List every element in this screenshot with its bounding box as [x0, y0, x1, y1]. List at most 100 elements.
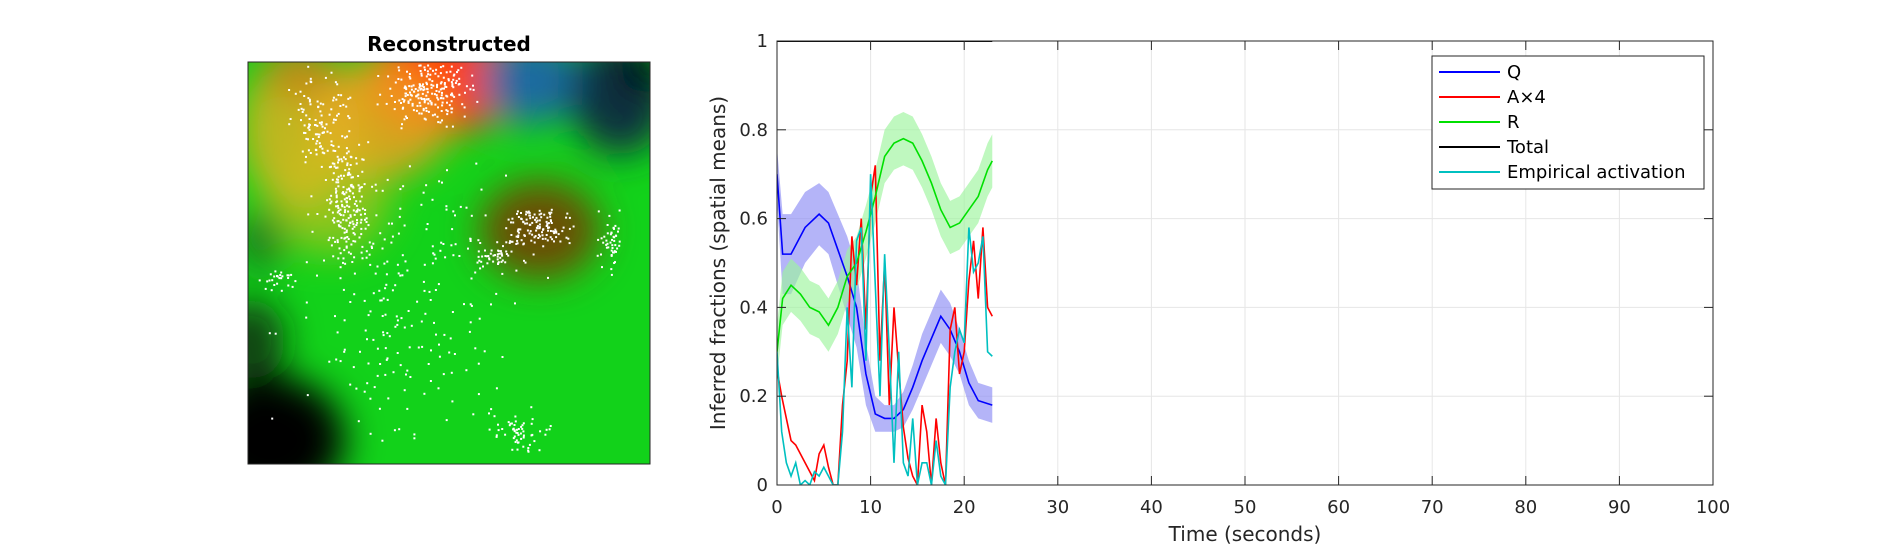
spike-dot: [465, 85, 468, 88]
spike-dot: [451, 83, 454, 86]
spike-dot: [344, 169, 347, 172]
spike-dot: [526, 211, 529, 214]
spike-dot: [501, 254, 504, 257]
spike-dot: [441, 181, 443, 184]
spike-dot: [428, 78, 431, 81]
spike-dot: [520, 425, 523, 428]
spike-dot: [356, 221, 359, 224]
spike-dot: [516, 432, 519, 434]
spike-dot: [501, 272, 504, 275]
spike-dot: [568, 216, 571, 219]
spike-dot: [381, 189, 384, 192]
spike-dot: [373, 386, 376, 389]
spike-dot: [420, 203, 423, 206]
spike-dot: [401, 123, 403, 126]
spike-dot: [337, 175, 340, 178]
spike-dot: [545, 225, 548, 227]
spike-dot: [303, 95, 306, 97]
spike-dot: [477, 393, 480, 396]
series-line-q: [777, 174, 993, 420]
y-tick-label: 0: [757, 475, 768, 496]
spike-dot: [280, 277, 283, 280]
spike-dot: [415, 109, 418, 112]
spike-dot: [338, 225, 341, 228]
spike-dot: [348, 187, 350, 190]
spike-dot: [519, 228, 522, 231]
spike-dot: [377, 75, 380, 77]
spike-dot: [431, 245, 434, 248]
spike-dot: [349, 155, 352, 158]
spike-dot: [472, 88, 475, 91]
spike-dot: [420, 97, 423, 100]
spike-dot: [350, 176, 353, 179]
spike-dot: [537, 237, 540, 239]
spike-dot: [302, 108, 305, 111]
spike-dot: [422, 86, 425, 89]
spike-dot: [305, 82, 308, 85]
spike-dot: [410, 88, 413, 91]
spike-dot: [527, 210, 530, 213]
spike-dot: [426, 223, 429, 225]
spike-dot: [369, 397, 372, 400]
spike-dot: [388, 335, 391, 338]
spike-dot: [381, 439, 384, 442]
spike-dot: [407, 101, 410, 104]
spike-dot: [287, 274, 290, 277]
spike-dot: [385, 273, 388, 276]
spike-dot: [548, 226, 551, 229]
spike-dot: [353, 225, 356, 228]
spike-dot: [492, 260, 495, 263]
confidence-bands: [777, 112, 993, 432]
spike-dot: [439, 66, 442, 69]
spike-dot: [381, 247, 384, 250]
spike-dot: [334, 187, 337, 190]
spike-dot: [347, 251, 350, 254]
spike-dot: [392, 371, 395, 374]
spike-dot: [478, 317, 481, 320]
spike-dot: [353, 213, 356, 216]
spike-dot: [268, 279, 271, 282]
spike-dot: [423, 392, 426, 395]
spike-dot: [408, 73, 411, 75]
spike-dot: [409, 91, 411, 94]
spike-dot: [345, 240, 348, 243]
spike-dot: [515, 431, 518, 434]
spike-dot: [316, 100, 319, 103]
spike-dot: [452, 86, 455, 89]
spike-dot: [320, 121, 323, 124]
spike-dot: [608, 214, 611, 217]
spike-dot: [304, 132, 307, 134]
spike-dot: [419, 84, 422, 87]
spike-dot: [357, 184, 360, 187]
spike-dot: [516, 239, 519, 242]
spike-dot: [351, 176, 354, 179]
legend-label: A×4: [1507, 87, 1546, 108]
spike-dot: [463, 303, 465, 306]
spike-dot: [365, 217, 368, 220]
spike-dot: [336, 204, 339, 207]
spike-dot: [329, 202, 332, 205]
spike-dot: [299, 103, 302, 105]
spike-dot: [342, 103, 345, 106]
spike-dot: [541, 234, 544, 237]
spike-dot: [520, 437, 523, 440]
spike-dot: [549, 230, 552, 232]
spike-dot: [435, 94, 438, 97]
spike-dot: [516, 242, 519, 245]
spike-dot: [510, 240, 513, 243]
spike-dot: [385, 358, 388, 361]
spike-dot: [335, 358, 338, 361]
spike-dot: [486, 262, 489, 265]
spike-dot: [348, 205, 351, 208]
spike-dot: [342, 261, 344, 264]
spike-dot: [515, 243, 518, 245]
spike-dot: [406, 369, 409, 372]
spike-dot: [497, 250, 500, 252]
spike-dot: [568, 242, 571, 245]
spike-dot: [336, 83, 339, 86]
spike-dot: [542, 245, 545, 248]
spike-dot: [614, 234, 617, 237]
spike-dot: [350, 183, 353, 186]
spike-dot: [361, 170, 364, 173]
spike-dot: [475, 162, 478, 165]
